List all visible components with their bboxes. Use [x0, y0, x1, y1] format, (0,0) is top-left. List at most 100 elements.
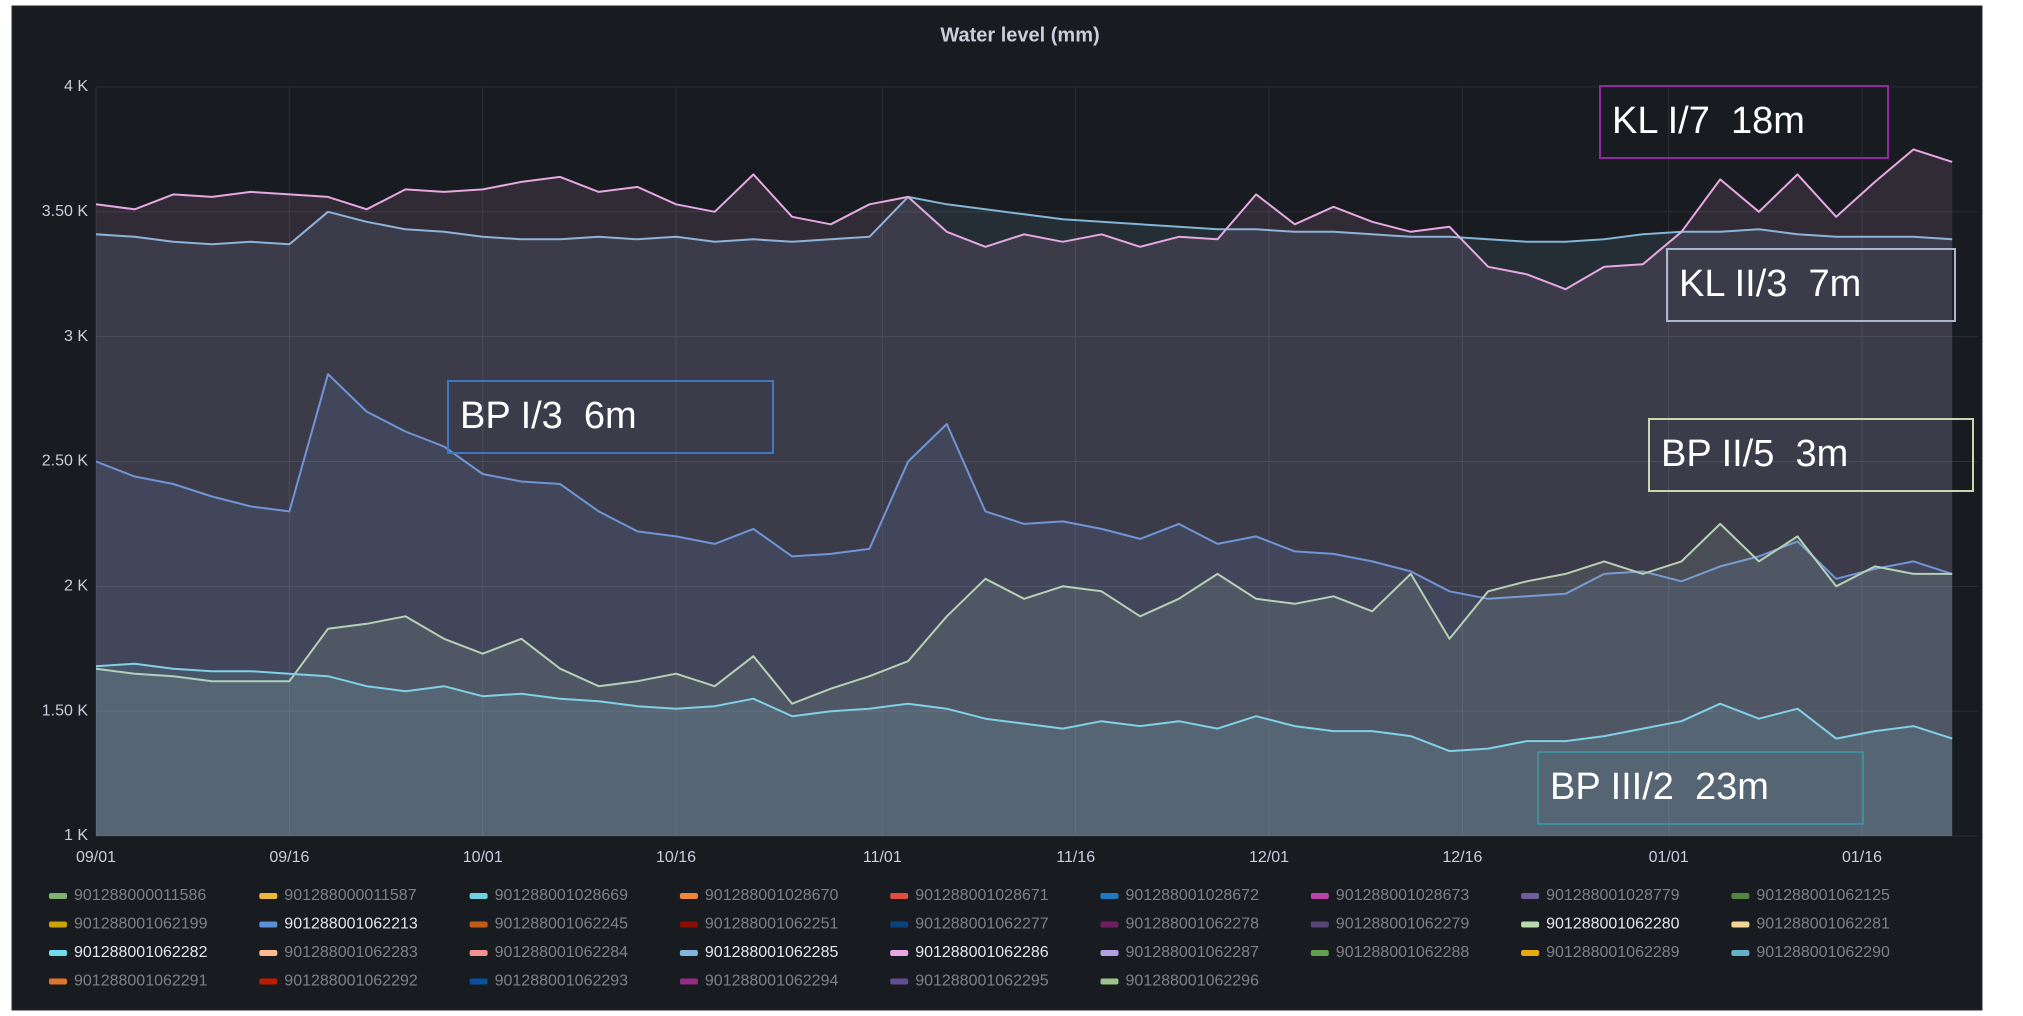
- x-tick-label: 09/01: [76, 849, 116, 866]
- legend-swatch[interactable]: [1731, 921, 1750, 928]
- legend-swatch[interactable]: [890, 978, 909, 985]
- legend-swatch[interactable]: [890, 950, 909, 956]
- x-tick-label: 11/01: [863, 849, 902, 866]
- annotation-box: [1537, 751, 1864, 825]
- legend-swatch[interactable]: [469, 921, 488, 928]
- legend-label[interactable]: 901288001028672: [1126, 887, 1260, 904]
- legend-swatch[interactable]: [679, 978, 698, 985]
- legend-label[interactable]: 901288001062283: [284, 944, 418, 961]
- legend-swatch[interactable]: [1731, 950, 1750, 956]
- legend-swatch[interactable]: [1310, 921, 1329, 928]
- x-tick-label: 12/01: [1249, 849, 1289, 866]
- series-line: [95, 373, 1953, 600]
- x-tick-label: 01/16: [1842, 849, 1882, 866]
- y-tick-label: 1.50 K: [42, 702, 89, 719]
- legend-swatch[interactable]: [890, 893, 909, 899]
- legend-label[interactable]: 901288001028779: [1546, 887, 1680, 904]
- legend-label[interactable]: 901288001062277: [915, 916, 1049, 933]
- legend-label[interactable]: 901288001062199: [74, 916, 208, 933]
- legend-label[interactable]: 901288001062290: [1756, 944, 1890, 961]
- legend-label[interactable]: 901288001062288: [1336, 944, 1470, 961]
- y-tick-label: 3.50 K: [42, 203, 89, 220]
- series-line: [95, 522, 1953, 705]
- legend-label[interactable]: 901288000011586: [74, 887, 206, 904]
- legend-label[interactable]: 901288001062280: [1546, 916, 1680, 933]
- legend-label[interactable]: 901288001062125: [1756, 887, 1890, 904]
- annotation-box: [1666, 248, 1956, 322]
- legend-swatch[interactable]: [679, 893, 698, 899]
- legend-swatch[interactable]: [1100, 921, 1119, 928]
- series-area: [96, 374, 1953, 836]
- legend-swatch[interactable]: [469, 950, 488, 956]
- legend-label[interactable]: 901288001062291: [74, 973, 208, 990]
- legend-swatch[interactable]: [1521, 921, 1540, 928]
- annotation-text: KL I/7 18m: [1612, 100, 1805, 142]
- annotation-text: BP II/5 3m: [1661, 433, 1848, 475]
- legend-label[interactable]: 901288001062282: [74, 944, 208, 961]
- legend-label[interactable]: 901288001062284: [495, 944, 629, 961]
- legend-label[interactable]: 901288001062213: [284, 916, 418, 933]
- legend-label[interactable]: 901288001062293: [495, 973, 629, 990]
- legend-label[interactable]: 901288001062251: [705, 916, 839, 933]
- series-area: [96, 663, 1953, 836]
- legend-swatch[interactable]: [890, 921, 909, 928]
- annotation-box: [1648, 418, 1974, 492]
- series-line: [95, 148, 1953, 291]
- legend-swatch[interactable]: [1100, 893, 1119, 899]
- legend-label[interactable]: 901288001028671: [915, 887, 1049, 904]
- annotation-box: [447, 380, 774, 454]
- legend-label[interactable]: 901288001062245: [495, 916, 629, 933]
- legend-label[interactable]: 901288001062292: [284, 973, 418, 990]
- legend-swatch[interactable]: [49, 893, 67, 899]
- legend-swatch[interactable]: [1521, 893, 1540, 899]
- legend-label[interactable]: 901288001062294: [705, 973, 839, 990]
- legend-label[interactable]: 901288001028673: [1336, 887, 1470, 904]
- x-tick-label: 11/16: [1056, 849, 1095, 866]
- legend-swatch[interactable]: [679, 921, 698, 928]
- y-tick-label: 2.50 K: [42, 453, 89, 470]
- legend-swatch[interactable]: [469, 978, 488, 985]
- legend-swatch[interactable]: [1100, 978, 1119, 985]
- x-tick-label: 01/01: [1649, 849, 1689, 866]
- legend-swatch[interactable]: [1731, 893, 1750, 899]
- legend-swatch[interactable]: [259, 893, 278, 899]
- y-tick-label: 1 K: [64, 827, 88, 844]
- x-tick-label: 10/01: [463, 849, 503, 866]
- x-tick-label: 12/16: [1442, 849, 1482, 866]
- legend-swatch[interactable]: [1310, 893, 1329, 899]
- series-area: [96, 196, 1953, 836]
- legend-swatch[interactable]: [49, 950, 67, 956]
- legend-swatch[interactable]: [1310, 950, 1329, 956]
- chart-title: Water level (mm): [940, 24, 1099, 46]
- legend-label[interactable]: 901288001062295: [915, 973, 1049, 990]
- series-line: [95, 662, 1953, 753]
- annotation-text: KL II/3 7m: [1679, 263, 1861, 305]
- y-tick-label: 3 K: [64, 328, 88, 345]
- legend-label[interactable]: 901288001028669: [495, 887, 629, 904]
- legend-swatch[interactable]: [49, 978, 67, 985]
- legend-label[interactable]: 901288001062286: [915, 944, 1049, 961]
- legend-swatch[interactable]: [259, 921, 278, 928]
- legend-label[interactable]: 901288001062289: [1546, 944, 1680, 961]
- legend-label[interactable]: 901288001062278: [1126, 916, 1260, 933]
- legend-label[interactable]: 901288001062296: [1126, 973, 1260, 990]
- y-tick-label: 4 K: [64, 78, 88, 95]
- legend-swatch[interactable]: [49, 921, 67, 928]
- legend-label[interactable]: 901288001062285: [705, 944, 839, 961]
- legend-label[interactable]: 901288001062281: [1756, 916, 1890, 933]
- legend-label[interactable]: 901288001062287: [1126, 944, 1260, 961]
- legend-label[interactable]: 901288001028670: [705, 887, 839, 904]
- legend-label[interactable]: 901288000011587: [284, 887, 416, 904]
- legend-swatch[interactable]: [469, 893, 488, 899]
- legend-swatch[interactable]: [1521, 950, 1540, 956]
- series-area: [96, 149, 1953, 836]
- legend-swatch[interactable]: [1100, 950, 1119, 956]
- x-tick-label: 09/16: [269, 849, 309, 866]
- y-tick-label: 2 K: [64, 578, 88, 595]
- legend-swatch[interactable]: [259, 978, 278, 985]
- legend-swatch[interactable]: [679, 950, 698, 956]
- legend-label[interactable]: 901288001062279: [1336, 916, 1470, 933]
- legend-swatch[interactable]: [259, 950, 278, 956]
